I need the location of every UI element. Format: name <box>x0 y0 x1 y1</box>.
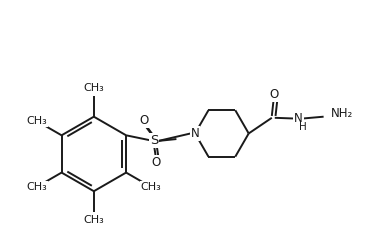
Text: N: N <box>294 112 303 125</box>
Text: CH₃: CH₃ <box>83 83 104 93</box>
Text: CH₃: CH₃ <box>26 116 47 126</box>
Text: O: O <box>269 88 278 101</box>
Text: S: S <box>150 134 158 147</box>
Text: CH₃: CH₃ <box>26 182 47 192</box>
Text: O: O <box>139 114 148 127</box>
Text: NH₂: NH₂ <box>331 107 353 120</box>
Text: H: H <box>299 122 307 132</box>
Text: N: N <box>191 127 199 140</box>
Text: CH₃: CH₃ <box>83 215 104 225</box>
Text: CH₃: CH₃ <box>141 182 161 192</box>
Text: O: O <box>151 156 160 169</box>
